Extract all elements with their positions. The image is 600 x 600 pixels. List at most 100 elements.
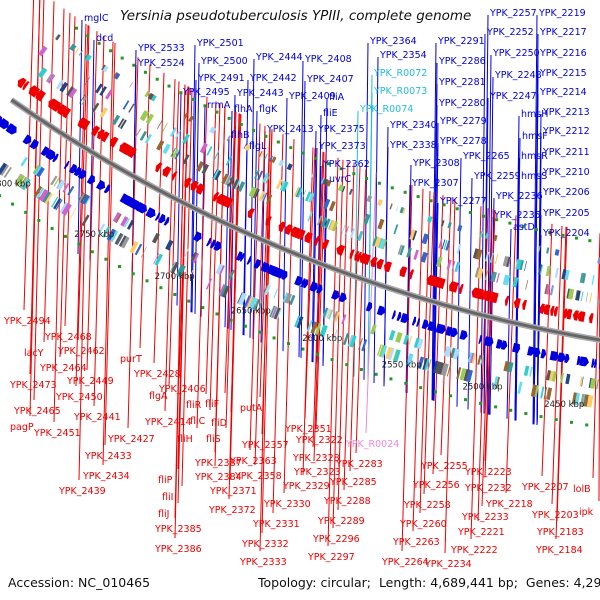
reverse-gene-arrow [354,250,360,261]
feature-block [151,232,160,244]
inner-tick-mark [442,203,446,207]
forward-gene-arrow [209,239,216,249]
inner-feature-block [75,47,80,54]
forward-gene-arrow [500,340,508,350]
inner-tick-mark [155,77,159,81]
inner-feature-block [591,274,595,285]
outer-feature-block [153,253,160,265]
inner-feature-block [105,89,113,100]
reverse-gene-arrow [62,107,72,119]
reverse-gene-arrow [438,278,445,289]
forward-gene-arrow [421,319,429,330]
accession-label: Accession: [8,575,75,590]
inner-feature-block [494,253,499,264]
reverse-gene-arrow [550,305,555,316]
forward-gene-arrow [86,174,95,185]
forward-gene-arrow [235,251,243,261]
outer-feature-block [118,235,127,247]
inner-tick-mark [120,56,124,60]
inner-feature-block [476,267,484,279]
reverse-gene-arrow [32,87,41,98]
reverse-gene-arrow [109,136,119,148]
gene-label: YPK_2221 [457,527,505,538]
callout-line [456,157,462,407]
gene-label: YPK_2375 [317,124,365,135]
reverse-gene-arrow [359,253,368,264]
feature-block [552,371,557,382]
reverse-gene-arrow [505,295,510,306]
inner-feature-block [182,133,190,145]
gene-label: YPK_2257 [489,8,537,19]
inner-feature-block [308,192,315,203]
gene-label: flgK [259,104,278,115]
gene-label: YPK_2289 [317,516,365,527]
inner-tick-mark [326,162,330,166]
callout-line [283,139,295,494]
outer-tick-mark [449,394,453,398]
gene-label: YPK_2364 [369,36,417,47]
reverse-gene-arrow [314,235,320,247]
callout-line [191,79,197,313]
callout-line [337,161,349,511]
callout-line [312,151,324,448]
outer-tick-mark [301,347,305,351]
outer-feature-block [342,332,350,346]
inner-feature-block [84,53,92,62]
gene-label: YPK_2184 [535,545,583,556]
inner-feature-block [227,176,235,187]
gene-label: YPK_2234 [424,559,472,570]
outer-feature-block [574,392,581,406]
inner-feature-block [182,154,190,165]
inner-feature-block [139,110,148,121]
inner-feature-block [545,284,551,295]
inner-feature-block [261,192,268,203]
callout-line [423,192,435,495]
inner-feature-block [135,128,142,138]
callout-line [432,104,438,401]
inner-feature-block [269,155,274,162]
gene-label: flhB [231,130,250,141]
inner-feature-block [234,179,241,190]
scale-label: 2800 kbp [0,179,31,189]
feature-block [529,366,533,377]
inner-feature-block [564,269,570,281]
reverse-gene-arrow [57,104,66,115]
inner-feature-block [320,216,328,228]
feature-block [450,347,457,359]
gene-label: YPK_2406 [158,384,206,395]
inner-feature-block [84,76,91,86]
outer-tick-mark [63,234,67,238]
forward-gene-arrow [294,275,303,286]
forward-gene-arrow [5,123,15,134]
gene-label: YPK_2495 [182,87,230,98]
gene-label: YPK_2338 [389,140,437,151]
forward-gene-arrow [163,216,170,226]
inner-feature-block [144,90,150,98]
forward-gene-arrow [46,149,56,160]
inner-feature-block [580,272,584,283]
reverse-gene-arrow [426,274,435,286]
gene-label: YPK_2280 [438,98,486,109]
inner-feature-block [157,119,163,130]
inner-feature-block [441,239,446,250]
inner-feature-block [260,151,265,158]
outer-feature-block [237,292,247,306]
inner-feature-block [326,179,332,187]
inner-feature-block [512,276,519,288]
forward-gene-arrow [593,358,597,369]
feature-block [402,334,410,345]
inner-feature-block [378,238,386,249]
outer-tick-mark [258,330,262,334]
outer-tick-mark [11,202,15,206]
feature-block [84,196,91,206]
inner-feature-block [226,135,231,142]
callout-line [153,72,165,364]
gene-label: YPK_2297 [307,552,355,563]
reverse-gene-arrow [482,289,487,301]
inner-feature-block [174,129,181,140]
scale-ticks: 2800 kbp 2750 kbp 2700 kbp 2650 kbp 2600 kbp… [0,26,592,427]
inner-tick-mark [252,128,256,132]
inner-feature-block [305,191,312,202]
inner-feature-block [188,115,195,123]
